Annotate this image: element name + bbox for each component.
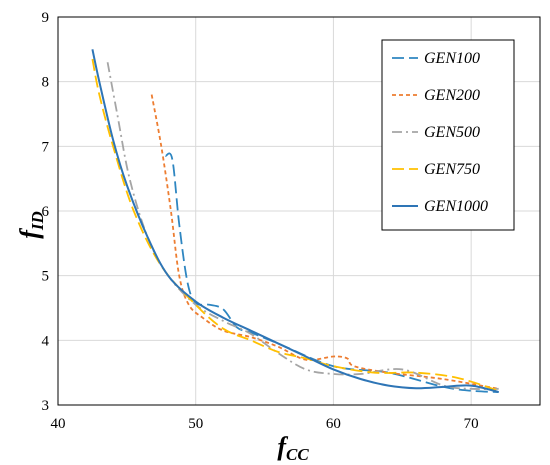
- series-line-gen750: [91, 58, 499, 392]
- legend-box: [381, 39, 515, 231]
- x-tick-label: 70: [464, 416, 479, 432]
- legend-label-gen100: GEN100: [424, 50, 480, 67]
- x-axis-title-main: f: [277, 432, 288, 461]
- x-tick-label: 60: [326, 416, 341, 432]
- y-axis-title-sub: ID: [28, 211, 47, 231]
- series-line-gen100: [164, 152, 499, 393]
- x-tick-label: 40: [51, 416, 66, 432]
- y-axis-title: fID: [15, 211, 47, 239]
- legend-label-gen200: GEN200: [424, 87, 480, 104]
- y-tick-label: 5: [42, 269, 50, 285]
- y-tick-label: 3: [42, 398, 50, 414]
- plot-frame: [57, 16, 541, 406]
- x-axis-title: fCC: [277, 432, 309, 464]
- y-tick-label: 7: [42, 139, 50, 155]
- y-tick-label: 6: [42, 204, 50, 220]
- y-axis-title-main: f: [15, 228, 44, 239]
- series-layer: [91, 49, 499, 394]
- tick-labels: 40 50 60 70 3 4 5 6 7 8 9: [42, 10, 479, 432]
- y-tick-label: 9: [42, 10, 50, 26]
- x-axis-title-sub: CC: [286, 445, 309, 464]
- series-line-gen500: [106, 62, 499, 390]
- legend-label-gen1000: GEN1000: [424, 198, 488, 215]
- y-tick-label: 8: [42, 75, 50, 91]
- y-tick-label: 4: [42, 333, 50, 349]
- series-line-gen200: [150, 94, 499, 390]
- legend-label-gen750: GEN750: [424, 161, 480, 178]
- legend-label-gen500: GEN500: [424, 124, 480, 141]
- series-line-gen1000: [91, 49, 499, 394]
- x-tick-label: 50: [188, 416, 203, 432]
- legend: GEN100 GEN200 GEN500 GEN750 GEN1000: [381, 39, 515, 231]
